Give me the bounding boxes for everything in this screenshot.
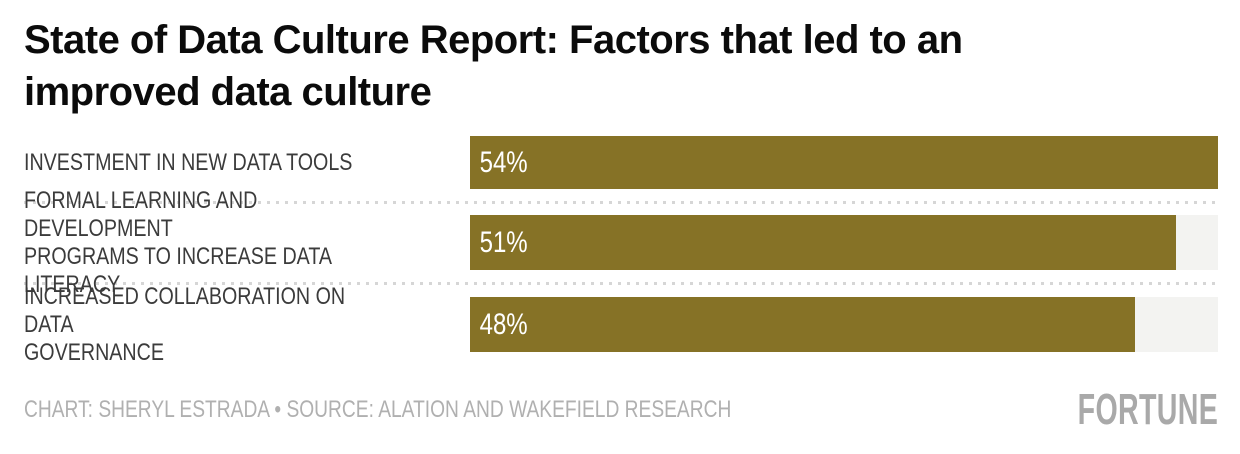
category-label-learning: FORMAL LEARNING AND DEVELOPMENT PROGRAMS…: [24, 187, 470, 298]
category-label-text: INCREASED COLLABORATION ON DATA GOVERNAN…: [24, 282, 346, 366]
category-label-investment: INVESTMENT IN NEW DATA TOOLS: [24, 136, 470, 189]
dotted-divider: [24, 282, 1218, 285]
category-label-text: INVESTMENT IN NEW DATA TOOLS: [24, 148, 353, 176]
bar-value-label: 48%: [479, 307, 528, 341]
category-label-collaboration: INCREASED COLLABORATION ON DATA GOVERNAN…: [24, 283, 470, 366]
credit-line: CHART: SHERYL ESTRADA • SOURCE: ALATION …: [24, 396, 732, 423]
chart-title: State of Data Culture Report: Factors th…: [24, 18, 963, 114]
bar-value-label: 54%: [479, 145, 528, 179]
category-label-text: FORMAL LEARNING AND DEVELOPMENT PROGRAMS…: [24, 186, 331, 298]
footer: CHART: SHERYL ESTRADA • SOURCE: ALATION …: [24, 385, 1218, 434]
bar-fill: 48%: [470, 297, 1135, 352]
bar-fill: 54%: [470, 136, 1218, 189]
bar-track: 54%: [470, 136, 1218, 189]
bar-fill: 51%: [470, 215, 1177, 270]
bar-track: 48%: [470, 297, 1218, 352]
row-separator: [24, 270, 1218, 297]
bar-row-learning: FORMAL LEARNING AND DEVELOPMENT PROGRAMS…: [24, 187, 1218, 298]
fortune-logo: FORTUNE: [1077, 385, 1218, 434]
bar-row-investment: INVESTMENT IN NEW DATA TOOLS 54%: [24, 136, 1218, 189]
row-separator: [24, 189, 1218, 215]
bar-track: 51%: [470, 215, 1218, 270]
bar-chart: INVESTMENT IN NEW DATA TOOLS 54% FORMAL …: [24, 136, 1218, 366]
bar-row-collaboration: INCREASED COLLABORATION ON DATA GOVERNAN…: [24, 283, 1218, 366]
dotted-divider: [24, 200, 1218, 204]
bar-value-label: 51%: [479, 225, 528, 259]
